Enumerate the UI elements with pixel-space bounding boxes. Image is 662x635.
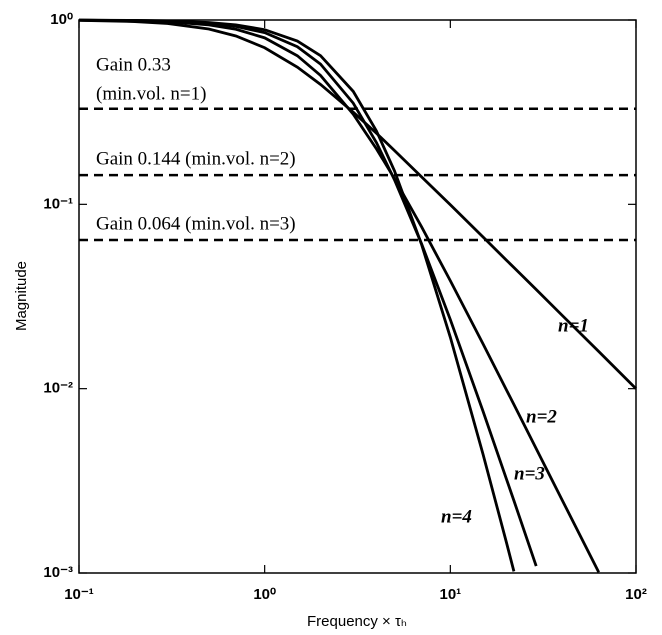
y-axis-label: Magnitude [13, 261, 30, 331]
x-tick-label: 10² [625, 586, 647, 603]
annotation: Gain 0.33 [96, 54, 171, 75]
x-tick-label: 10⁰ [253, 586, 276, 603]
series-label: n=3 [514, 463, 545, 484]
series-label: n=2 [526, 406, 557, 427]
series-line [78, 18, 516, 572]
x-tick-label: 10⁻¹ [64, 586, 94, 603]
series-line [78, 19, 637, 390]
y-tick-label: 10⁻³ [43, 564, 73, 581]
x-tick-label: 10¹ [439, 586, 461, 603]
y-tick-label: 10⁻² [43, 380, 73, 397]
series-label: n=1 [558, 315, 589, 336]
annotation: Gain 0.064 (min.vol. n=3) [96, 213, 296, 234]
series-line [78, 18, 600, 573]
annotation: (min.vol. n=1) [96, 83, 206, 104]
plot-frame [78, 19, 637, 574]
y-tick-label: 10⁰ [50, 11, 73, 28]
series-label: n=4 [441, 506, 472, 527]
y-tick-label: 10⁻¹ [43, 195, 73, 212]
x-axis-label: Frequency × τₕ [307, 613, 407, 630]
annotation: Gain 0.144 (min.vol. n=2) [96, 148, 296, 169]
